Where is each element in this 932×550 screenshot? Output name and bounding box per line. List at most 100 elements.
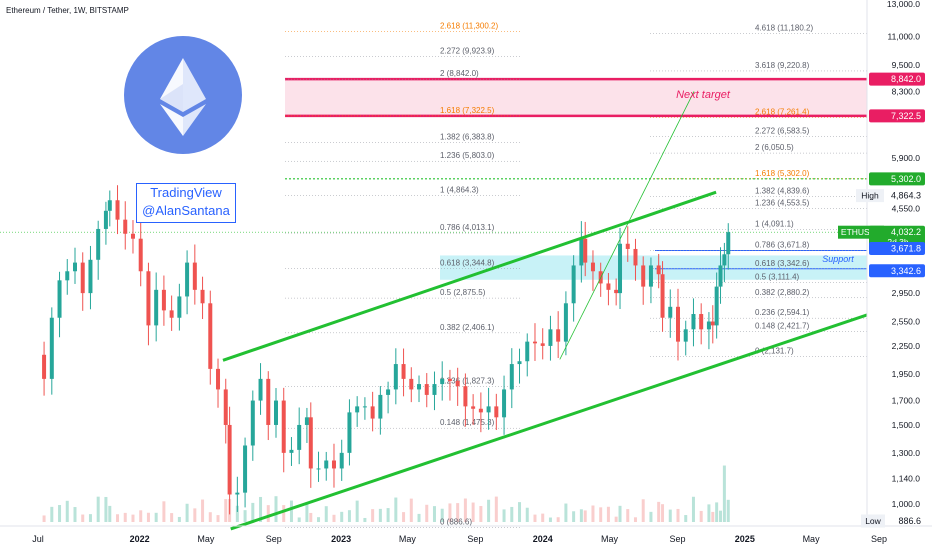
- high-price-value: 4,864.3: [891, 191, 921, 201]
- candle-body: [161, 289, 166, 311]
- volume-bar: [649, 511, 653, 522]
- candle-body: [409, 378, 414, 390]
- candle-body: [308, 417, 313, 469]
- volume-bar: [394, 497, 398, 522]
- price-tags-layer: 8,842.0 7,322.5 5,302.0 High 4,864.3 ETHUSDT 4…: [838, 72, 925, 528]
- fib-left-label: 0.148 (1,475.3): [440, 418, 495, 427]
- volume-bar: [572, 511, 576, 522]
- next-target-zone: [285, 79, 867, 116]
- volume-bar: [146, 512, 150, 522]
- volume-bar: [201, 499, 205, 522]
- volume-bar: [463, 498, 467, 522]
- fib-right-label: 1 (4,091.1): [755, 219, 794, 228]
- volume-bar: [440, 508, 444, 522]
- y-tick-label: 8,300.0: [892, 86, 921, 96]
- fib-left-label: 1.382 (6,383.8): [440, 133, 495, 142]
- volume-bar: [208, 512, 212, 522]
- fib-right-label: 0.236 (2,594.1): [755, 308, 810, 317]
- volume-bar: [131, 514, 135, 522]
- volume-bar: [251, 502, 255, 522]
- volume-bar: [641, 499, 645, 522]
- fib-right-label: 1.618 (5,302.0): [755, 169, 810, 178]
- candle-body: [478, 408, 483, 413]
- candle-body: [525, 341, 530, 362]
- volume-bar: [104, 496, 108, 522]
- candle-body: [316, 468, 321, 470]
- volume-bar: [599, 507, 603, 522]
- volume-bar: [309, 512, 313, 522]
- volume-bar: [386, 508, 390, 522]
- x-tick-label: 2024: [533, 534, 553, 544]
- volume-bar: [715, 502, 719, 522]
- candle-body: [138, 238, 143, 272]
- candle-body: [726, 232, 731, 255]
- candle-body: [107, 200, 112, 211]
- symbol-tag: ETHUSDT: [841, 227, 881, 237]
- volume-bar: [88, 514, 92, 522]
- candle-body: [115, 200, 120, 220]
- y-tick-label: 9,500.0: [892, 60, 921, 70]
- volume-bar: [116, 514, 120, 522]
- fib-right-label: 0.148 (2,421.7): [755, 322, 810, 331]
- x-tick-label: May: [803, 534, 821, 544]
- volume-bar: [471, 502, 475, 522]
- candle-body: [177, 296, 182, 318]
- volume-bar: [259, 496, 263, 522]
- candle-body: [706, 321, 711, 330]
- candle-body: [123, 219, 128, 234]
- y-tick-label: 2,250.0: [892, 341, 921, 351]
- candles-layer: [42, 185, 731, 515]
- candle-body: [192, 262, 197, 290]
- candle-body: [517, 361, 522, 365]
- candle-body: [710, 321, 715, 326]
- candle-body: [57, 280, 62, 318]
- volume-layer: [42, 465, 730, 522]
- high-tag-label: High: [861, 191, 879, 201]
- x-tick-label: 2023: [331, 534, 351, 544]
- volume-bar: [502, 509, 506, 522]
- y-tick-label: 2,550.0: [892, 317, 921, 327]
- x-tick-label: Sep: [669, 534, 685, 544]
- candle-body: [590, 262, 595, 272]
- volume-bar: [305, 502, 309, 522]
- candle-body: [88, 259, 93, 294]
- y-tick-label: 4,550.0: [892, 204, 921, 214]
- x-tick-label: Jul: [32, 534, 44, 544]
- target-price-tag-bg: [869, 109, 925, 123]
- volume-bar: [289, 500, 293, 522]
- candle-body: [463, 386, 468, 407]
- volume-bar: [591, 505, 595, 522]
- candle-body: [502, 389, 507, 418]
- fib-right-label: 3.618 (9,220.8): [755, 61, 810, 70]
- target-price-tag: 8,842.0: [891, 74, 921, 84]
- volume-bar: [65, 500, 69, 522]
- ethereum-logo-icon: [124, 36, 242, 154]
- volume-bar: [699, 510, 703, 522]
- volume-bar: [193, 508, 197, 522]
- candle-body: [660, 274, 665, 318]
- volume-bar: [108, 505, 112, 522]
- candle-body: [579, 238, 584, 266]
- y-tick-label: 1,500.0: [892, 420, 921, 430]
- candle-body: [606, 283, 611, 290]
- candle-body: [571, 265, 576, 304]
- candle-body: [393, 364, 398, 390]
- volume-bar: [224, 499, 228, 522]
- y-tick-label: 1,300.0: [892, 448, 921, 458]
- volume-bar: [456, 503, 460, 522]
- candle-body: [281, 400, 286, 453]
- candle-body: [258, 378, 263, 401]
- volume-bar: [525, 507, 529, 522]
- volume-bar: [691, 496, 695, 522]
- y-tick-label: 1,700.0: [892, 396, 921, 406]
- fib-right-label: 0 (2,131.7): [755, 346, 794, 355]
- fib-right-label: 2 (6,050.5): [755, 143, 794, 152]
- fib-right-label: 2.618 (7,261.4): [755, 108, 810, 117]
- candle-body: [297, 424, 302, 450]
- fib-right-label: 0.5 (3,111.4): [755, 273, 800, 282]
- candle-body: [641, 265, 646, 287]
- volume-bar: [235, 505, 239, 522]
- candle-body: [532, 341, 537, 344]
- fib-right-label: 0.618 (3,342.6): [755, 259, 810, 268]
